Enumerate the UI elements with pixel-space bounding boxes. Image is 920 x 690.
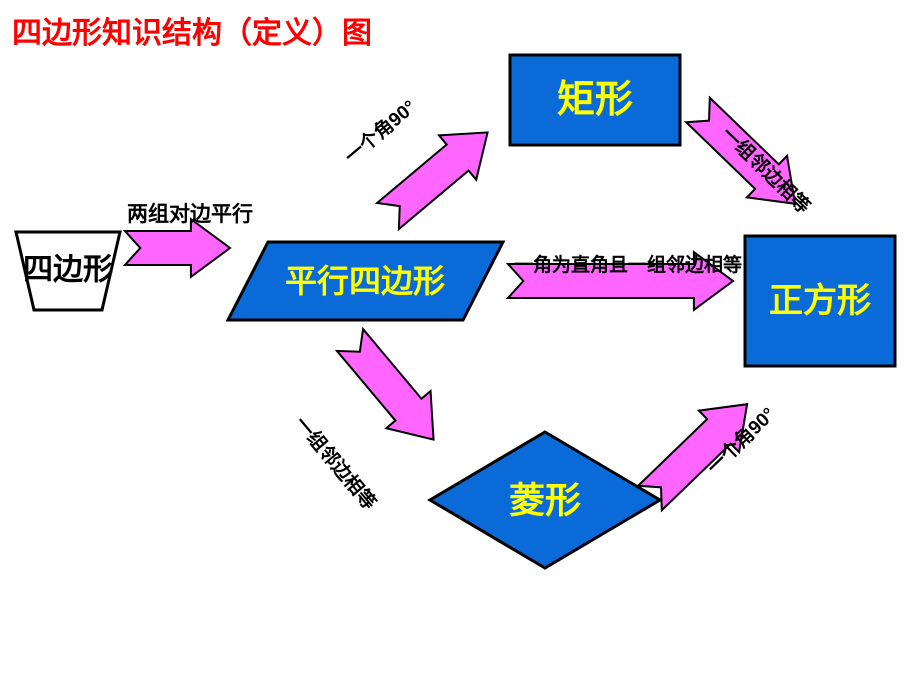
- node-label-rectangle: 矩形: [557, 79, 633, 121]
- node-label-rhombus: 菱形: [509, 480, 581, 521]
- edge-label-para-to-square: 一角为直角且一组邻边相等: [514, 250, 742, 277]
- node-label-parallelogram: 平行四边形: [285, 263, 445, 299]
- edge-label-quad-to-para: 两组对边平行: [127, 198, 253, 228]
- node-label-quadrilateral: 四边形: [23, 254, 113, 287]
- node-label-square: 正方形: [769, 282, 871, 320]
- diagram-canvas: 四边形 平行四边形 矩形菱形 正方形: [0, 0, 920, 690]
